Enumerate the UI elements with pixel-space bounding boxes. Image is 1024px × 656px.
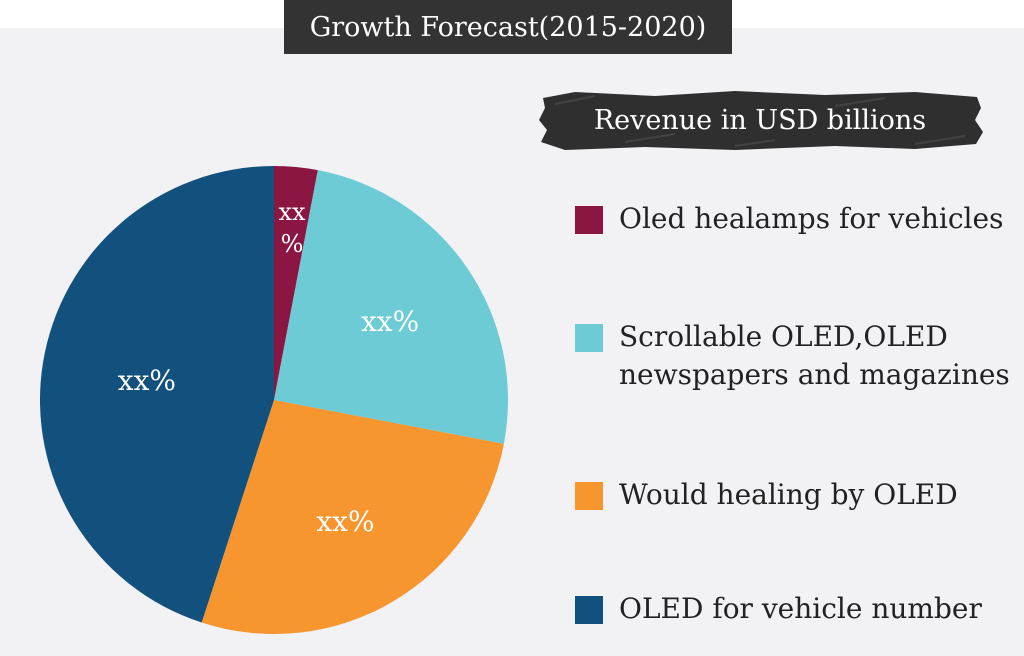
pie-slice-1 — [274, 166, 318, 400]
brush-banner-shape — [539, 91, 983, 150]
legend-swatch — [575, 596, 603, 624]
slice-label-1: xx% — [278, 198, 306, 258]
legend-swatch — [575, 206, 603, 234]
pie-slice-3 — [201, 400, 504, 634]
chart-title: Growth Forecast(2015-2020) — [284, 0, 732, 54]
chart-title-text: Growth Forecast(2015-2020) — [309, 11, 707, 43]
slice-label-3: xx% — [316, 505, 374, 538]
legend-item: Scrollable OLED,OLED newspapers and maga… — [575, 318, 1019, 394]
slice-label-4: xx% — [118, 364, 176, 397]
legend-swatch — [575, 324, 603, 352]
legend-item: OLED for vehicle number — [575, 590, 1019, 628]
pie-slice-4 — [39, 166, 274, 623]
legend-title-banner: Revenue in USD billions — [535, 88, 985, 152]
slice-label-2: xx% — [361, 305, 419, 338]
legend-swatch — [575, 482, 603, 510]
legend-label: Would healing by OLED — [619, 478, 958, 511]
legend-label: Scrollable OLED,OLED newspapers and maga… — [619, 320, 1010, 391]
legend-label: Oled healamps for vehicles — [619, 202, 1004, 235]
pie-slice-2 — [274, 170, 509, 444]
legend-label: OLED for vehicle number — [619, 592, 982, 625]
legend-item: Would healing by OLED — [575, 476, 1019, 514]
legend-item: Oled healamps for vehicles — [575, 200, 1019, 238]
legend-title: Revenue in USD billions — [593, 104, 927, 136]
